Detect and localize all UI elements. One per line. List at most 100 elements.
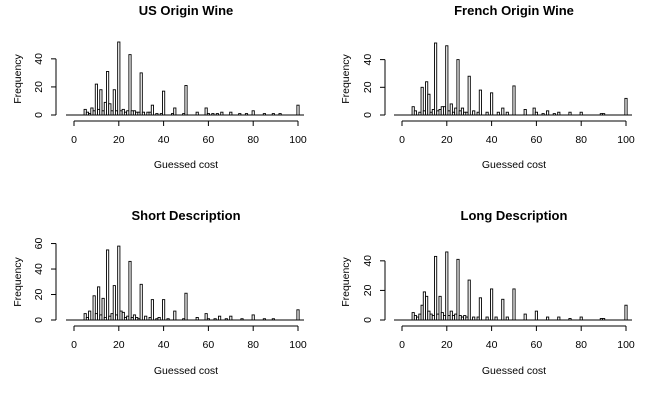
histogram-bar [215, 113, 219, 116]
histogram-bar [83, 313, 87, 321]
histogram-bar [449, 103, 453, 116]
histogram-bar [195, 317, 199, 321]
x-tick-label: 0 [399, 339, 405, 351]
histogram-bar [523, 313, 527, 321]
histogram-bar [434, 42, 438, 116]
x-tick-label: 60 [531, 339, 543, 351]
x-axis-label: Guessed cost [482, 365, 546, 377]
histogram-bar [139, 283, 143, 321]
histogram-bar [546, 110, 550, 116]
histogram-bar [220, 111, 224, 116]
histogram-bar [467, 279, 471, 321]
histogram-bar [262, 318, 266, 321]
histogram-bar [472, 316, 476, 321]
histogram-bar [494, 316, 498, 321]
histogram-bar [624, 304, 628, 321]
y-tick-label: 0 [362, 112, 374, 118]
histogram-bar [467, 75, 471, 116]
histogram-bar [512, 85, 516, 116]
histogram-bar [240, 318, 244, 321]
histogram-bar [173, 310, 177, 321]
x-tick-label: 40 [158, 134, 170, 146]
y-axis-label: Frequency [12, 256, 24, 306]
panel-title: Long Description [461, 208, 568, 223]
histogram-bar [546, 316, 550, 321]
histogram-bar [157, 317, 161, 321]
x-tick-label: 100 [617, 339, 635, 351]
x-tick-label: 60 [203, 339, 215, 351]
y-tick-label: 60 [33, 238, 45, 250]
y-tick-label: 0 [362, 317, 374, 323]
x-tick-label: 80 [575, 339, 587, 351]
histogram-bars [66, 41, 304, 116]
histogram-bar [445, 45, 449, 116]
histogram-bar [602, 318, 606, 321]
histogram-bar [155, 113, 159, 116]
histogram-bar [413, 110, 418, 116]
histogram-bar [505, 111, 509, 116]
histogram-bar [602, 113, 606, 116]
histogram-bar [218, 315, 222, 321]
histogram-bar [211, 113, 215, 116]
x-tick-label: 100 [617, 134, 635, 146]
x-tick-label: 80 [247, 134, 259, 146]
x-tick-label: 0 [399, 134, 405, 146]
x-tick-label: 60 [531, 134, 543, 146]
histogram-bar [420, 86, 424, 116]
x-tick-label: 40 [486, 339, 498, 351]
histogram-bar [99, 89, 103, 116]
panel-short-description: Short Description Frequency Guessed cost… [12, 208, 307, 377]
histogram-bar [204, 107, 208, 116]
histogram-bar [534, 111, 538, 116]
histogram-bar [92, 295, 96, 321]
histogram-bar [557, 316, 561, 321]
histogram-bar [94, 83, 98, 116]
histogram-bar [496, 111, 500, 116]
axes: 0 20 40 60 80 100 0 20 40 [362, 54, 635, 146]
histogram-bar [251, 110, 255, 116]
x-tick-label: 20 [113, 134, 125, 146]
x-tick-label: 60 [203, 134, 215, 146]
histogram-bar [579, 111, 583, 116]
histogram-bars [394, 42, 632, 116]
histogram-bar [224, 318, 228, 321]
histogram-bar [501, 298, 505, 321]
x-tick-label: 20 [441, 134, 453, 146]
histogram-bar [534, 310, 538, 321]
histogram-bar [128, 54, 132, 116]
y-axis-label: Frequency [340, 53, 352, 103]
histogram-bar [121, 311, 125, 321]
y-tick-label: 40 [33, 53, 45, 65]
axes: 0 20 40 60 80 100 0 20 40 [362, 255, 635, 351]
histogram-bar [162, 90, 166, 116]
histogram-bar [557, 111, 561, 116]
histogram-bar [568, 111, 572, 116]
histogram-bar [101, 297, 105, 321]
axes: 0 20 40 60 80 100 0 20 40 [33, 53, 307, 146]
y-axis-label: Frequency [340, 256, 352, 306]
histogram-bar [501, 107, 505, 116]
histogram-bar [244, 113, 249, 116]
histogram-bar [425, 295, 429, 321]
histogram-bar [278, 113, 282, 116]
x-tick-label: 40 [158, 339, 170, 351]
x-tick-label: 20 [441, 339, 453, 351]
histogram-bar [456, 258, 460, 321]
histogram-bar [213, 318, 217, 321]
x-axis-label: Guessed cost [154, 365, 218, 377]
histogram-bar [128, 260, 132, 321]
histogram-bar [106, 71, 110, 116]
histogram-bar [456, 59, 460, 116]
histogram-bar [141, 111, 146, 116]
x-tick-label: 0 [71, 339, 77, 351]
x-tick-label: 100 [289, 339, 307, 351]
histogram-bar [434, 255, 438, 321]
y-tick-label: 20 [33, 289, 45, 301]
y-tick-label: 0 [33, 112, 45, 118]
panel-french-origin-wine: French Origin Wine Frequency Guessed cos… [340, 3, 635, 171]
histogram-bar [204, 313, 208, 321]
histogram-bar [251, 314, 255, 321]
histogram-bar [271, 113, 275, 116]
histogram-bar [271, 318, 275, 321]
histogram-bar [166, 318, 170, 321]
